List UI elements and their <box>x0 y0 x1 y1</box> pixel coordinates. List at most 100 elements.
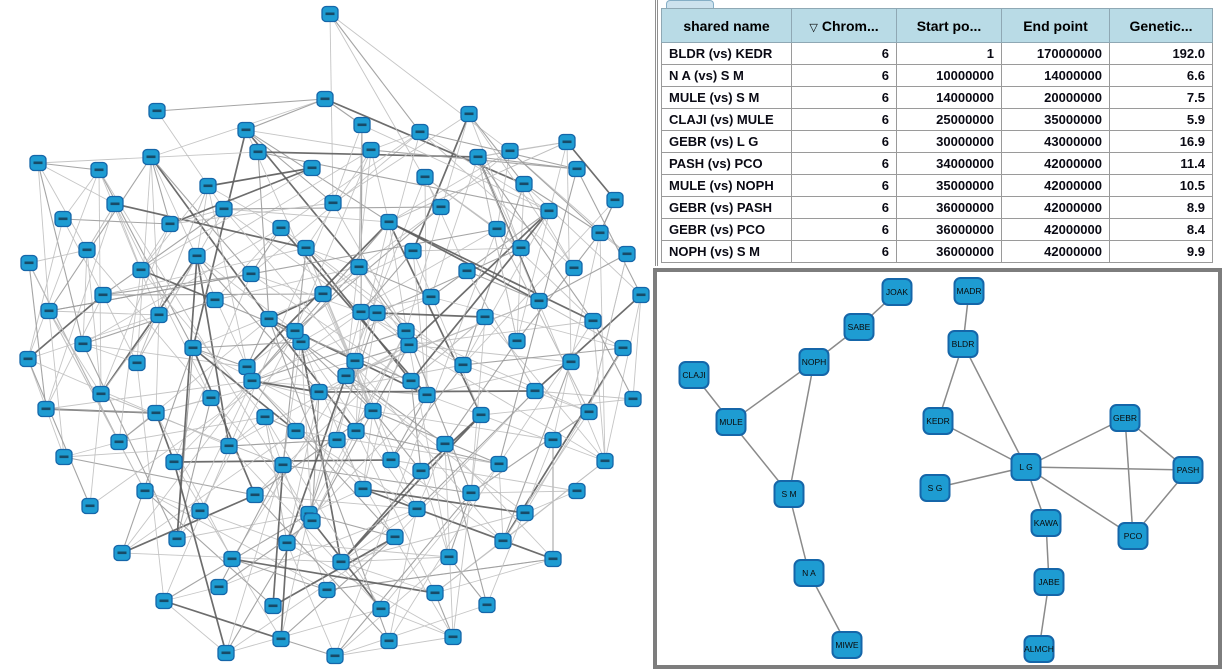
network-node[interactable] <box>354 480 372 498</box>
network-edge[interactable] <box>37 162 116 205</box>
column-header-genetic[interactable]: Genetic... <box>1109 8 1213 43</box>
network-edge[interactable] <box>28 262 47 410</box>
network-edge[interactable] <box>192 341 302 349</box>
network-edge[interactable] <box>225 608 382 654</box>
network-node[interactable] <box>29 154 47 172</box>
network-edge[interactable] <box>424 176 522 249</box>
network-node[interactable] <box>402 372 420 390</box>
network-node[interactable] <box>220 437 238 455</box>
network-node[interactable] <box>256 408 274 426</box>
network-node[interactable] <box>614 339 632 357</box>
network-node[interactable] <box>364 402 382 420</box>
network-edge[interactable] <box>140 167 313 271</box>
network-edge[interactable] <box>223 208 504 542</box>
network-node[interactable] <box>297 239 315 257</box>
network-edge[interactable] <box>334 228 498 657</box>
network-edge[interactable] <box>534 390 634 400</box>
network-edge[interactable] <box>788 361 815 495</box>
network-edge[interactable] <box>225 464 284 654</box>
network-edge[interactable] <box>380 608 454 638</box>
network-edge[interactable] <box>45 203 116 410</box>
network-node[interactable]: MADR <box>953 277 985 305</box>
network-node[interactable] <box>142 148 160 166</box>
network-edge[interactable] <box>82 227 282 345</box>
network-edge[interactable] <box>89 393 102 507</box>
network-node[interactable] <box>632 286 650 304</box>
cell-value[interactable]: 42000000 <box>1001 240 1110 263</box>
network-edge[interactable] <box>345 300 540 377</box>
network-node[interactable] <box>326 647 344 665</box>
network-edge[interactable] <box>121 494 256 554</box>
network-node[interactable] <box>352 303 370 321</box>
network-edge[interactable] <box>388 150 511 223</box>
network-edge[interactable] <box>308 513 396 538</box>
network-node[interactable] <box>558 133 576 151</box>
network-edge[interactable] <box>251 266 360 382</box>
network-edge[interactable] <box>136 362 165 602</box>
network-edge[interactable] <box>419 131 578 170</box>
network-edge[interactable] <box>156 98 326 112</box>
network-node[interactable] <box>264 597 282 615</box>
network-edge[interactable] <box>102 208 225 296</box>
network-node[interactable] <box>337 367 355 385</box>
network-node[interactable] <box>110 433 128 451</box>
network-node[interactable] <box>347 422 365 440</box>
network-node[interactable] <box>217 644 235 662</box>
cell-value[interactable]: 8.4 <box>1109 218 1213 241</box>
network-edge[interactable] <box>498 168 578 465</box>
cell-value[interactable]: 30000000 <box>896 130 1002 153</box>
network-node[interactable] <box>386 528 404 546</box>
network-node[interactable] <box>411 123 429 141</box>
network-node[interactable] <box>318 581 336 599</box>
cell-value[interactable]: 8.9 <box>1109 196 1213 219</box>
network-edge[interactable] <box>354 221 390 362</box>
network-edge[interactable] <box>199 330 296 512</box>
network-edge[interactable] <box>86 249 102 395</box>
network-edge[interactable] <box>576 168 642 296</box>
network-node[interactable]: BLDR <box>947 330 979 358</box>
cell-value[interactable]: 6 <box>791 42 897 65</box>
network-node[interactable] <box>249 143 267 161</box>
network-edge[interactable] <box>592 320 606 462</box>
network-edge[interactable] <box>100 255 198 395</box>
network-node[interactable] <box>568 160 586 178</box>
network-node[interactable] <box>94 286 112 304</box>
network-node[interactable] <box>353 116 371 134</box>
network-edge[interactable] <box>176 397 212 540</box>
network-edge[interactable] <box>37 162 50 312</box>
network-node[interactable] <box>508 332 526 350</box>
network-edge[interactable] <box>196 185 209 257</box>
network-node[interactable] <box>132 261 150 279</box>
network-edge[interactable] <box>345 375 526 514</box>
network-edge[interactable] <box>280 638 336 657</box>
cell-shared-name[interactable]: MULE (vs) S M <box>661 86 792 109</box>
network-edge[interactable] <box>502 411 590 542</box>
network-edge[interactable] <box>28 249 88 264</box>
network-edge[interactable] <box>192 347 248 368</box>
network-edge[interactable] <box>28 262 120 443</box>
network-edge[interactable] <box>250 273 362 313</box>
network-edge[interactable] <box>280 513 310 640</box>
cell-value[interactable]: 6.6 <box>1109 64 1213 87</box>
network-edge[interactable] <box>163 586 220 602</box>
network-node[interactable] <box>440 548 458 566</box>
network-node[interactable] <box>81 497 99 515</box>
network-edge[interactable] <box>372 410 554 441</box>
network-edge[interactable] <box>136 185 209 364</box>
network-node[interactable] <box>199 177 217 195</box>
network-edge[interactable] <box>282 247 307 466</box>
network-edge[interactable] <box>470 316 486 494</box>
network-edge[interactable] <box>280 542 288 640</box>
network-edge[interactable] <box>434 460 606 594</box>
network-edge[interactable] <box>136 156 152 364</box>
network-edge[interactable] <box>408 210 550 346</box>
network-edge[interactable] <box>468 113 525 185</box>
network-node[interactable] <box>372 600 390 618</box>
network-node[interactable] <box>436 435 454 453</box>
network-edge[interactable] <box>424 176 428 396</box>
network-edge[interactable] <box>410 380 422 472</box>
network-edge[interactable] <box>192 347 357 432</box>
network-edge[interactable] <box>218 508 418 588</box>
cell-value[interactable]: 36000000 <box>896 240 1002 263</box>
network-node[interactable] <box>368 304 386 322</box>
